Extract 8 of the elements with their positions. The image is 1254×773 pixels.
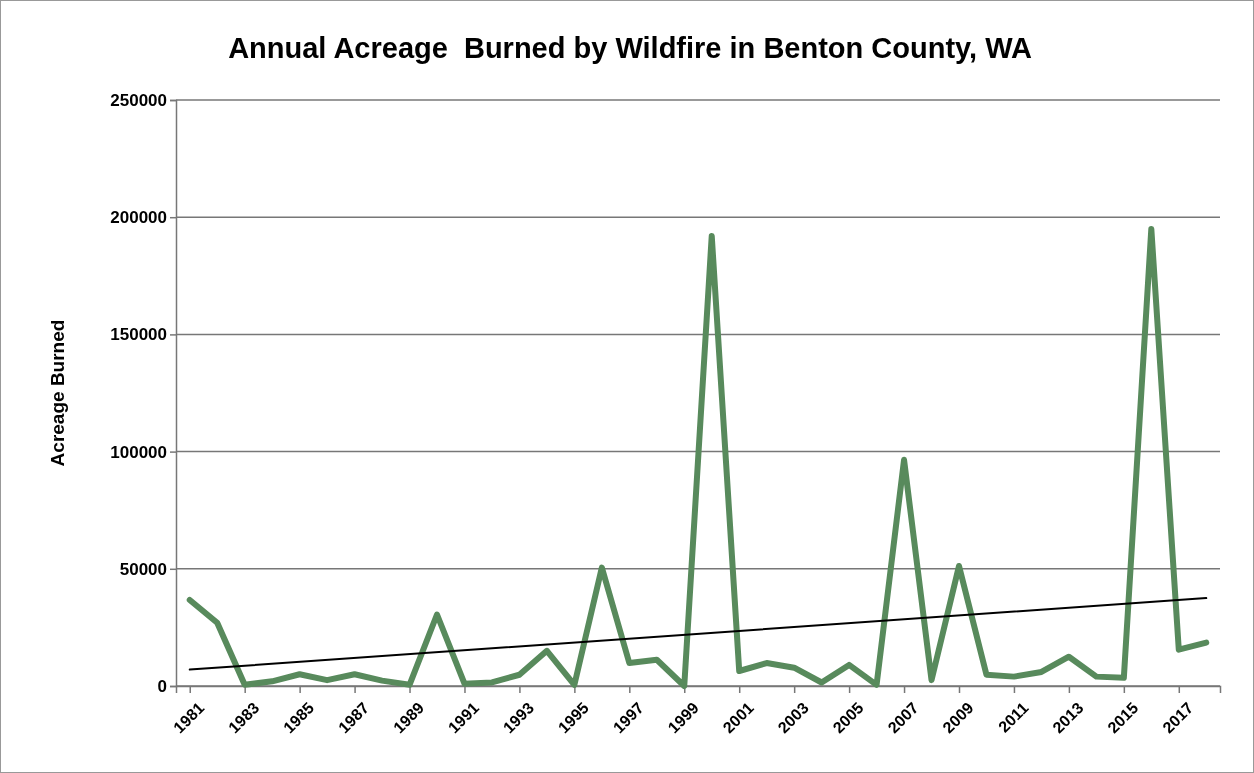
y-tick-label: 0	[157, 676, 167, 696]
y-tick-label: 150000	[110, 325, 167, 345]
chart-title: Annual Acreage Burned by Wildfire in Benton County, WA	[228, 32, 1032, 64]
y-tick-label: 200000	[110, 208, 167, 228]
y-tick-label: 50000	[119, 559, 167, 579]
y-tick-label: 250000	[110, 90, 167, 110]
y-axis-title: Acreage Burned	[47, 319, 68, 467]
y-tick-label: 100000	[110, 442, 167, 462]
